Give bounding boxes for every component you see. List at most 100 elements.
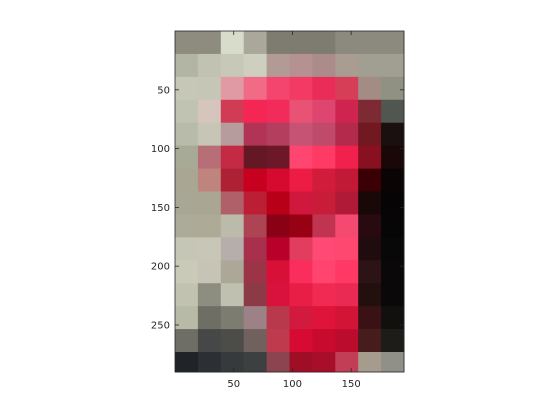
- heatmap-cell: [358, 168, 382, 192]
- heatmap-cell: [289, 168, 313, 192]
- heatmap-cell: [175, 76, 199, 101]
- heatmap-cell: [358, 31, 382, 55]
- heatmap-cell: [289, 191, 313, 215]
- heatmap-cell: [358, 237, 382, 261]
- heatmap-cell: [220, 99, 245, 124]
- heatmap-cell: [175, 31, 199, 55]
- heatmap-cell: [335, 53, 359, 78]
- heatmap-cell: [266, 122, 290, 147]
- heatmap-cell: [335, 191, 359, 215]
- heatmap-cell: [175, 168, 199, 192]
- heatmap-cell: [197, 145, 222, 169]
- heatmap-cell: [381, 168, 405, 192]
- y-tick-label: 200: [151, 262, 170, 273]
- heatmap-cell: [266, 283, 290, 307]
- heatmap-cell: [381, 99, 405, 124]
- heatmap-cell: [335, 237, 359, 261]
- image-heatmap: [175, 31, 405, 373]
- heatmap-cell: [358, 76, 382, 101]
- heatmap-cell: [312, 214, 336, 238]
- heatmap-cell: [358, 352, 382, 373]
- y-tick-label: 100: [151, 144, 170, 155]
- heatmap-cell: [312, 145, 336, 169]
- heatmap-cell: [266, 31, 290, 55]
- heatmap-cell: [335, 283, 359, 307]
- heatmap-cell: [358, 306, 382, 330]
- heatmap-cell: [289, 329, 313, 353]
- heatmap-cell: [381, 53, 405, 78]
- heatmap-cell: [243, 237, 267, 261]
- heatmap-cell: [289, 31, 313, 55]
- heatmap-cell: [312, 76, 336, 101]
- heatmap-cell: [266, 352, 290, 373]
- heatmap-cell: [266, 191, 290, 215]
- heatmap-cell: [335, 214, 359, 238]
- heatmap-cell: [197, 214, 222, 238]
- heatmap-cell: [175, 191, 199, 215]
- heatmap-cell: [197, 168, 222, 192]
- heatmap-cell: [175, 99, 199, 124]
- heatmap-cell: [220, 76, 245, 101]
- heatmap-cell: [266, 260, 290, 284]
- x-tick-label: 50: [227, 379, 240, 390]
- heatmap-cell: [289, 283, 313, 307]
- heatmap-cell: [312, 122, 336, 147]
- heatmap-cell: [312, 31, 336, 55]
- y-tick-label: 150: [151, 203, 170, 214]
- heatmap-cell: [197, 31, 222, 55]
- heatmap-cell: [197, 53, 222, 78]
- x-tick-label: 100: [283, 379, 302, 390]
- heatmap-cell: [289, 76, 313, 101]
- heatmap-cell: [220, 53, 245, 78]
- heatmap-cell: [312, 329, 336, 353]
- heatmap-cell: [358, 145, 382, 169]
- heatmap-cell: [381, 237, 405, 261]
- heatmap-cell: [335, 168, 359, 192]
- heatmap-cell: [243, 145, 267, 169]
- heatmap-cell: [289, 145, 313, 169]
- heatmap-cell: [358, 214, 382, 238]
- heatmap-cell: [197, 191, 222, 215]
- heatmap-cell: [243, 283, 267, 307]
- heatmap-cell: [243, 99, 267, 124]
- heatmap-cell: [381, 352, 405, 373]
- heatmap-cell: [312, 237, 336, 261]
- heatmap-cell: [197, 352, 222, 373]
- heatmap-cell: [175, 122, 199, 147]
- heatmap-cell: [243, 260, 267, 284]
- heatmap-cell: [335, 122, 359, 147]
- heatmap-cell: [312, 168, 336, 192]
- heatmap-cell: [335, 99, 359, 124]
- heatmap-cell: [197, 329, 222, 353]
- heatmap-cell: [197, 260, 222, 284]
- heatmap-cell: [289, 53, 313, 78]
- heatmap-cell: [197, 237, 222, 261]
- heatmap-cell: [220, 168, 245, 192]
- heatmap-cell: [358, 260, 382, 284]
- heatmap-cell: [312, 99, 336, 124]
- heatmap-cell: [197, 283, 222, 307]
- heatmap-cell: [266, 99, 290, 124]
- heatmap-cell: [220, 214, 245, 238]
- heatmap-cell: [175, 260, 199, 284]
- heatmap-cell: [312, 53, 336, 78]
- heatmap-cell: [175, 214, 199, 238]
- heatmap-cell: [243, 329, 267, 353]
- heatmap-cell: [381, 306, 405, 330]
- heatmap-cell: [358, 53, 382, 78]
- heatmap-cell: [358, 122, 382, 147]
- heatmap-cell: [381, 76, 405, 101]
- heatmap-cell: [243, 168, 267, 192]
- heatmap-cell: [358, 99, 382, 124]
- heatmap-cell: [381, 31, 405, 55]
- heatmap-cell: [312, 352, 336, 373]
- heatmap-cell: [175, 352, 199, 373]
- heatmap-cell: [335, 76, 359, 101]
- heatmap-cell: [312, 283, 336, 307]
- y-tick-label: 50: [157, 85, 170, 96]
- heatmap-cell: [335, 352, 359, 373]
- heatmap-cell: [381, 122, 405, 147]
- heatmap-cell: [381, 260, 405, 284]
- heatmap-cell: [243, 191, 267, 215]
